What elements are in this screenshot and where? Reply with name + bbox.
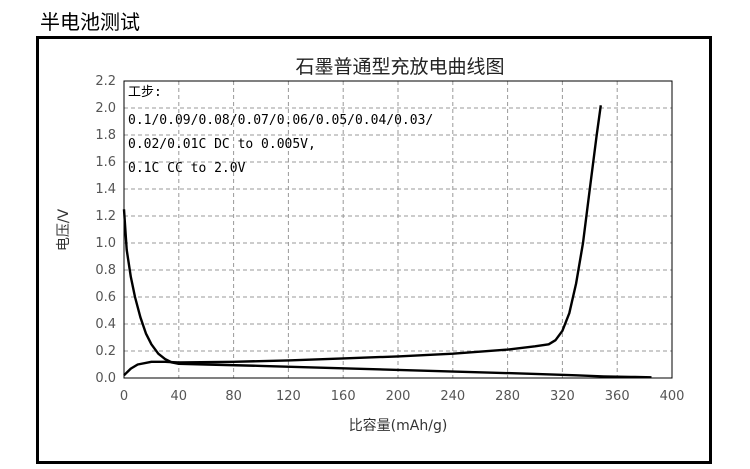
y-tick-label: 2.0	[95, 101, 116, 116]
y-axis-ticks: 0.0 0.2 0.4 0.6 0.8 1.0 1.2 1.4 1.6 1.8 2.0 2.2	[95, 74, 116, 386]
x-tick-label: 120	[276, 389, 301, 404]
x-tick-label: 0	[120, 389, 128, 404]
y-tick-label: 1.2	[95, 209, 116, 224]
discharge-curve	[122, 209, 652, 379]
y-tick-label: 1.6	[95, 155, 116, 170]
x-tick-label: 80	[225, 389, 242, 404]
page-heading: 半电池测试	[40, 10, 140, 34]
annotation-line: 0.1C CC to 2.0V	[128, 161, 246, 176]
x-tick-label: 400	[660, 389, 685, 404]
y-tick-label: 1.0	[95, 236, 116, 251]
x-tick-label: 360	[605, 389, 630, 404]
y-tick-label: 0.2	[95, 344, 116, 359]
y-tick-label: 0.0	[95, 371, 116, 386]
x-axis-ticks: 0 40 80 120 160 200 240 280 320 360 400	[120, 389, 685, 404]
grid-lines	[124, 81, 672, 378]
y-tick-label: 0.6	[95, 290, 116, 305]
x-tick-label: 320	[550, 389, 575, 404]
annotation-line: 0.02/0.01C DC to 0.005V,	[128, 137, 316, 152]
y-tick-label: 2.2	[95, 74, 116, 89]
y-tick-label: 1.4	[95, 182, 116, 197]
y-tick-label: 1.8	[95, 128, 116, 143]
y-tick-label: 0.8	[95, 263, 116, 278]
plot-area	[123, 80, 673, 379]
annotation-line: 工步:	[128, 85, 162, 100]
x-axis-label: 比容量(mAh/g)	[349, 417, 448, 434]
charge-curve	[123, 105, 602, 377]
chart-frame	[36, 36, 712, 464]
x-tick-label: 280	[495, 389, 520, 404]
x-tick-label: 160	[331, 389, 356, 404]
x-tick-label: 240	[440, 389, 465, 404]
annotation-block: 工步: 0.1/0.09/0.08/0.07/0.06/0.05/0.04/0.0…	[128, 85, 433, 176]
series-lines	[122, 105, 652, 379]
x-tick-label: 200	[386, 389, 411, 404]
x-tick-label: 40	[171, 389, 188, 404]
annotation-line: 0.1/0.09/0.08/0.07/0.06/0.05/0.04/0.03/	[128, 113, 433, 128]
chart-title: 石墨普通型充放电曲线图	[295, 56, 504, 78]
y-tick-label: 0.4	[95, 317, 116, 332]
y-axis-label: 电压/V	[56, 208, 72, 251]
